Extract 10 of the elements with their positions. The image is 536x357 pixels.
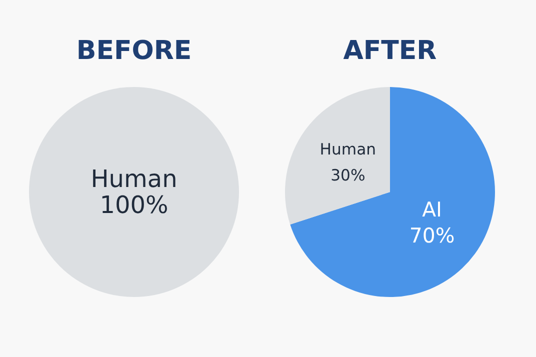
data-label: 100% bbox=[100, 191, 168, 219]
pie-slice bbox=[290, 87, 495, 297]
data-label: 30% bbox=[330, 166, 366, 184]
data-label: 70% bbox=[409, 224, 455, 248]
slice-label: Human bbox=[90, 165, 178, 193]
slice-label: AI bbox=[422, 198, 442, 222]
chart-title: BEFORE bbox=[76, 36, 192, 66]
slice-label: Human bbox=[320, 140, 376, 158]
pie-slice bbox=[285, 87, 390, 224]
chart-title: AFTER bbox=[343, 36, 437, 66]
